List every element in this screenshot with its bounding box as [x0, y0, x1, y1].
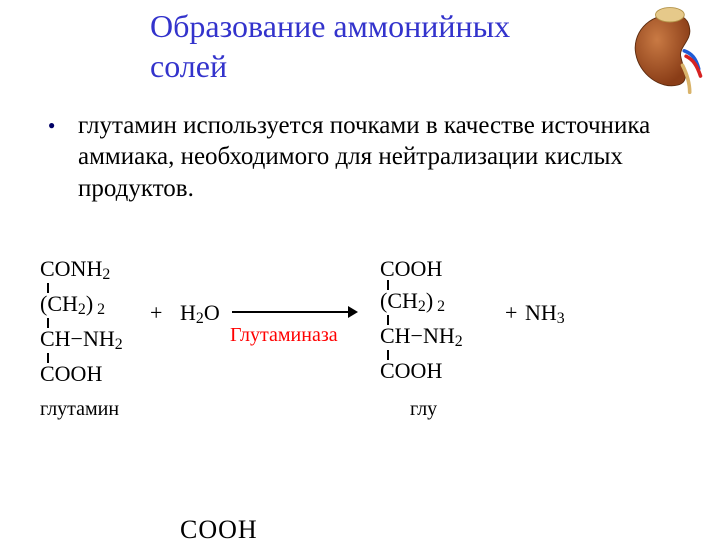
label-glutamine: глутамин [40, 398, 119, 421]
bullet-text: глутамин используется почками в качестве… [78, 112, 650, 202]
plus-1: + [150, 300, 162, 326]
body-text: глутамин используется почками в качестве… [30, 110, 670, 204]
water: H2O [180, 300, 220, 328]
fragment-text: COOH [180, 515, 258, 540]
molecule-glutamine: CONH2 (CH2) 2 CH−NH2 COOH [40, 258, 123, 385]
enzyme-label: Глутаминаза [230, 324, 338, 347]
ammonia: NH3 [525, 300, 565, 328]
plus-2: + [505, 300, 517, 326]
slide-title: Образование аммонийных солей [150, 6, 520, 86]
reaction-diagram: CONH2 (CH2) 2 CH−NH2 COOH глутамин + H2O… [40, 258, 660, 458]
kidney-icon [617, 4, 712, 94]
reaction-arrow [230, 302, 360, 322]
label-glu: глу [410, 398, 437, 421]
bullet-item: глутамин используется почками в качестве… [60, 110, 670, 204]
slide: Образование аммонийных солей глутамин ис… [0, 0, 720, 540]
molecule-glutamate: COOH (CH2) 2 CH−NH2 COOH [380, 258, 463, 382]
